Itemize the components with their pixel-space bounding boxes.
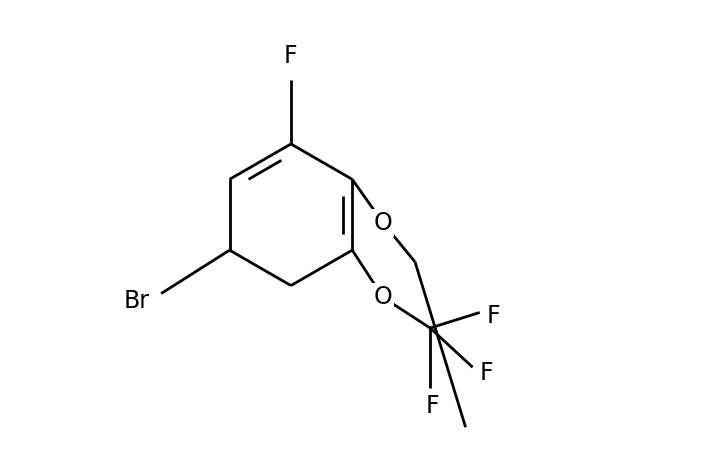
Text: O: O bbox=[373, 286, 392, 309]
Text: F: F bbox=[426, 394, 439, 418]
Text: F: F bbox=[284, 44, 298, 68]
Text: F: F bbox=[487, 304, 501, 328]
Text: O: O bbox=[373, 211, 392, 235]
Text: F: F bbox=[480, 361, 493, 385]
Text: Br: Br bbox=[124, 289, 149, 313]
